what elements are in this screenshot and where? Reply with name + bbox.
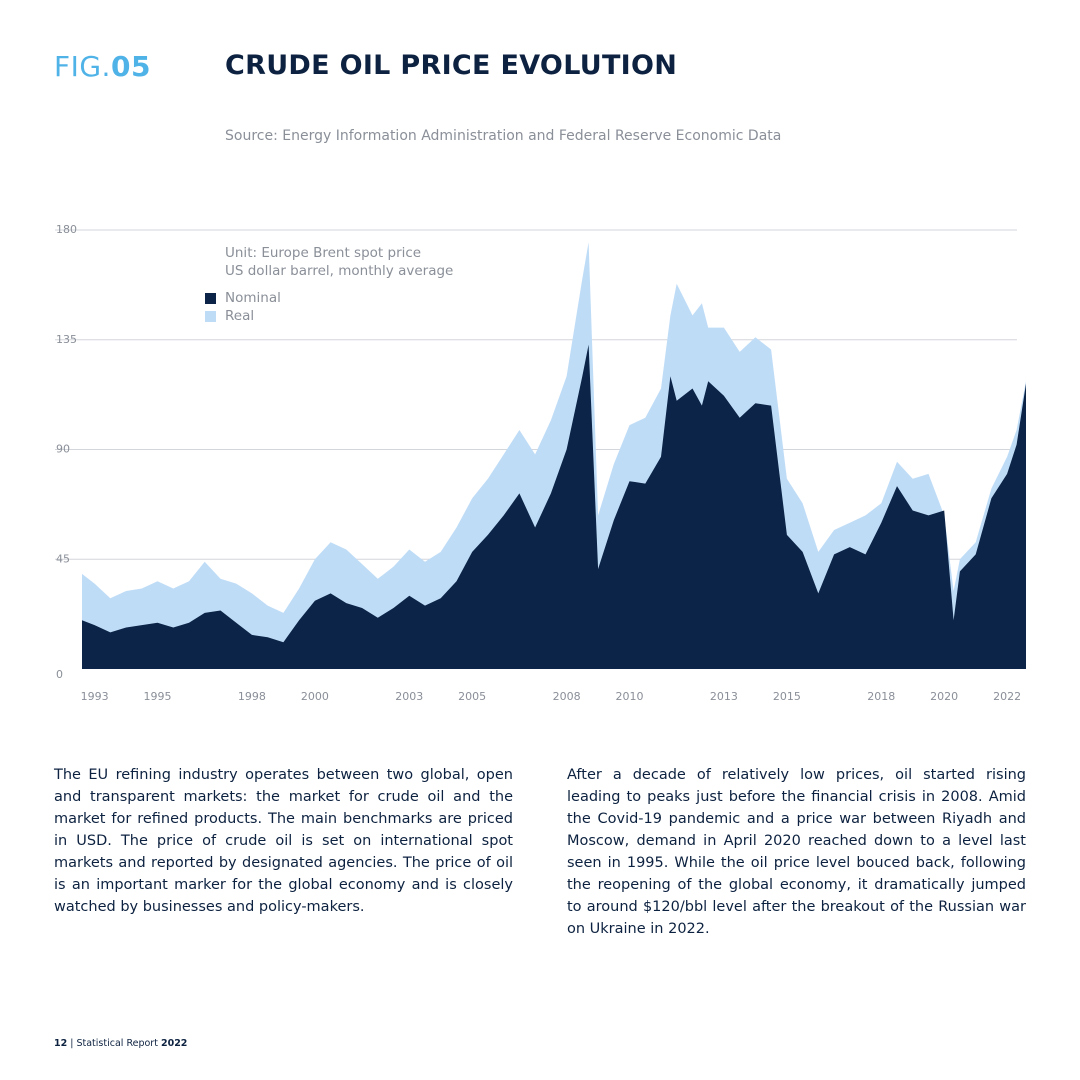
x-tick-label-2005: 2005 <box>458 690 486 703</box>
series-area-nominal <box>82 344 1026 669</box>
legend-swatch-nominal <box>205 292 216 304</box>
oil-price-chart: 0 45 90 135 180 1993 1995 1998 2000 2003 2005 2008 2… <box>55 223 1026 703</box>
x-tick-label-2018: 2018 <box>867 690 895 703</box>
page-footer: 12 | Statistical Report 2022 <box>54 1038 187 1049</box>
figure-number: 05 <box>110 50 151 83</box>
chart-source: Source: Energy Information Administratio… <box>225 128 782 144</box>
x-tick-label-1998: 1998 <box>238 690 266 703</box>
body-paragraph-left: The EU refining industry operates betwee… <box>54 767 513 915</box>
footer-separator: | <box>67 1038 77 1049</box>
x-tick-label-2000: 2000 <box>301 690 329 703</box>
x-tick-label-2013: 2013 <box>710 690 738 703</box>
legend-item-nominal: Nominal <box>205 289 281 307</box>
x-tick-label-2003: 2003 <box>395 690 423 703</box>
x-tick-label-2020: 2020 <box>930 690 958 703</box>
x-tick-label-2015: 2015 <box>773 690 801 703</box>
body-paragraph-right: After a decade of relatively low prices,… <box>567 767 1026 937</box>
legend-label-nominal: Nominal <box>225 290 281 306</box>
legend-item-real: Real <box>205 307 281 325</box>
unit-note-line-2: US dollar barrel, monthly average <box>225 263 454 279</box>
legend-swatch-real <box>205 310 216 322</box>
figure-prefix: FIG. <box>54 50 111 83</box>
x-tick-label-2022: 2022 <box>993 690 1021 703</box>
chart-unit-note: Unit: Europe Brent spot price US dollar … <box>225 244 453 280</box>
y-tick-label-180: 180 <box>56 223 77 236</box>
x-tick-label-1993: 1993 <box>81 690 109 703</box>
y-tick-label-45: 45 <box>56 552 70 565</box>
y-tick-label-90: 90 <box>56 443 70 456</box>
footer-report-year: 2022 <box>160 1038 188 1049</box>
x-tick-label-1995: 1995 <box>144 690 172 703</box>
legend-label-real: Real <box>225 308 255 324</box>
x-tick-label-2008: 2008 <box>553 690 581 703</box>
footer-report-name: Statistical Report <box>76 1038 161 1049</box>
figure-label: FIG.05 <box>54 50 151 83</box>
chart-legend: Nominal Real <box>205 289 281 325</box>
y-tick-label-135: 135 <box>56 333 77 346</box>
page-title: CRUDE OIL PRICE EVOLUTION <box>225 50 678 81</box>
x-tick-label-2010: 2010 <box>616 690 644 703</box>
footer-page-number: 12 <box>54 1038 68 1049</box>
y-tick-label-0: 0 <box>56 668 63 681</box>
unit-note-line-1: Unit: Europe Brent spot price <box>225 245 422 261</box>
